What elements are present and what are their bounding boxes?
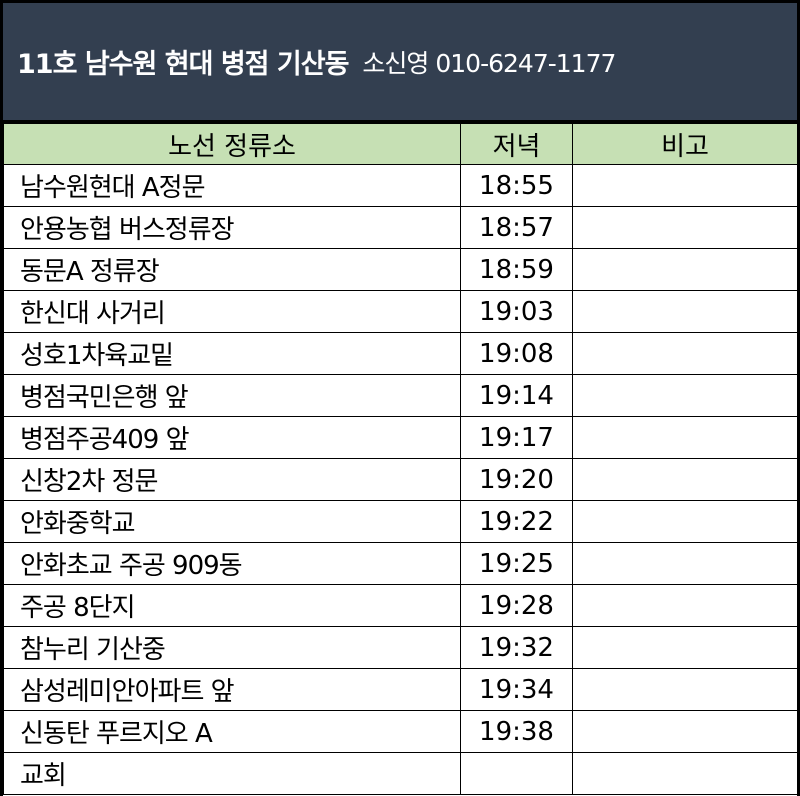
table-row: 교회: [3, 752, 798, 795]
table-row: 동문A 정류장 18:59: [3, 248, 798, 291]
column-header-row: 노선 정류소 저녁 비고: [3, 123, 798, 165]
table-row: 안용농협 버스정류장 18:57: [3, 206, 798, 249]
table-row: 신동탄 푸르지오 A 19:38: [3, 710, 798, 753]
table-row: 성호1차육교밑 19:08: [3, 332, 798, 375]
time-cell: 19:25: [460, 542, 573, 585]
column-header-note: 비고: [572, 123, 798, 165]
note-cell: [572, 500, 798, 543]
note-cell: [572, 584, 798, 627]
note-cell: [572, 458, 798, 501]
title-bar: 11호 남수원 현대 병점 기산동 소신영 010-6247-1177: [3, 3, 797, 123]
note-cell: [572, 248, 798, 291]
column-header-evening: 저녁: [460, 123, 573, 165]
stop-cell: 병점국민은행 앞: [3, 374, 461, 417]
table-row: 한신대 사거리 19:03: [3, 290, 798, 333]
note-cell: [572, 374, 798, 417]
table-row: 안화중학교 19:22: [3, 500, 798, 543]
stop-cell: 신동탄 푸르지오 A: [3, 710, 461, 753]
note-cell: [572, 710, 798, 753]
table-row: 병점국민은행 앞 19:14: [3, 374, 798, 417]
table-row: 신창2차 정문 19:20: [3, 458, 798, 501]
schedule-table: 노선 정류소 저녁 비고 남수원현대 A정문 18:55 안용농협 버스정류장 18:…: [3, 123, 798, 795]
time-cell: 18:57: [460, 206, 573, 249]
time-cell: 19:38: [460, 710, 573, 753]
time-cell: 19:03: [460, 290, 573, 333]
table-row: 안화초교 주공 909동 19:25: [3, 542, 798, 585]
time-cell: 18:59: [460, 248, 573, 291]
note-cell: [572, 626, 798, 669]
table-row: 남수원현대 A정문 18:55: [3, 164, 798, 207]
time-cell: 18:55: [460, 164, 573, 207]
note-cell: [572, 752, 798, 795]
note-cell: [572, 542, 798, 585]
stop-cell: 교회: [3, 752, 461, 795]
note-cell: [572, 206, 798, 249]
stop-cell: 안용농협 버스정류장: [3, 206, 461, 249]
note-cell: [572, 332, 798, 375]
stop-cell: 동문A 정류장: [3, 248, 461, 291]
time-cell: [460, 752, 573, 795]
note-cell: [572, 416, 798, 459]
stop-cell: 남수원현대 A정문: [3, 164, 461, 207]
stop-cell: 주공 8단지: [3, 584, 461, 627]
stop-cell: 성호1차육교밑: [3, 332, 461, 375]
table-row: 병점주공409 앞 19:17: [3, 416, 798, 459]
time-cell: 19:14: [460, 374, 573, 417]
note-cell: [572, 290, 798, 333]
table-row: 참누리 기산중 19:32: [3, 626, 798, 669]
table-row: 삼성레미안아파트 앞 19:34: [3, 668, 798, 711]
stop-cell: 안화초교 주공 909동: [3, 542, 461, 585]
time-cell: 19:17: [460, 416, 573, 459]
stop-cell: 병점주공409 앞: [3, 416, 461, 459]
stop-cell: 참누리 기산중: [3, 626, 461, 669]
time-cell: 19:20: [460, 458, 573, 501]
time-cell: 19:34: [460, 668, 573, 711]
driver-contact: 소신영 010-6247-1177: [362, 48, 616, 78]
time-cell: 19:22: [460, 500, 573, 543]
note-cell: [572, 668, 798, 711]
column-header-stop: 노선 정류소: [3, 123, 461, 165]
time-cell: 19:32: [460, 626, 573, 669]
note-cell: [572, 164, 798, 207]
stop-cell: 삼성레미안아파트 앞: [3, 668, 461, 711]
stop-cell: 한신대 사거리: [3, 290, 461, 333]
time-cell: 19:08: [460, 332, 573, 375]
stop-cell: 안화중학교: [3, 500, 461, 543]
route-title: 11호 남수원 현대 병점 기산동: [17, 49, 349, 80]
stop-cell: 신창2차 정문: [3, 458, 461, 501]
table-row: 주공 8단지 19:28: [3, 584, 798, 627]
time-cell: 19:28: [460, 584, 573, 627]
